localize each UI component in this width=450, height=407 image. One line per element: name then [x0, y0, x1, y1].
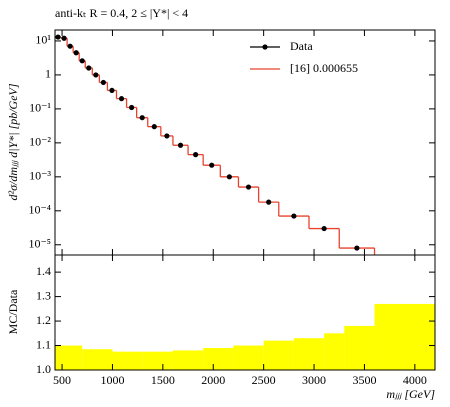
data-point: [79, 58, 85, 64]
ratio-band: [233, 345, 264, 370]
data-point: [321, 225, 327, 232]
data-point: [291, 213, 297, 219]
data-point: [209, 162, 215, 168]
ratio-band: [263, 340, 294, 370]
data-point: [266, 199, 272, 205]
data-point: [177, 142, 184, 148]
data-point: [100, 79, 106, 86]
data-point: [55, 34, 61, 40]
legend-marker: [262, 44, 268, 50]
x-tick-label: 3000: [302, 373, 326, 387]
y-tick-label: 10⁻⁴: [28, 203, 51, 217]
y-tick-label: 10⁻⁵: [28, 237, 51, 251]
ratio-band: [293, 338, 325, 370]
y-tick-label: 1: [45, 67, 51, 81]
data-point: [193, 152, 199, 158]
data-point: [61, 35, 67, 41]
ratio-band: [172, 350, 204, 370]
x-tick-label: 500: [53, 373, 71, 387]
data-point: [245, 184, 252, 190]
ratio-band: [344, 325, 375, 370]
ratio-band: [203, 347, 234, 370]
ratio-band: [82, 349, 113, 370]
ratio-band: [142, 351, 173, 370]
data-point: [118, 96, 125, 102]
x-axis-label: mⱼⱼⱼ [GeV]: [386, 387, 435, 401]
y-tick-label: 1.1: [36, 337, 51, 351]
x-tick-label: 3500: [352, 373, 376, 387]
y-tick-label: 10⁻¹: [29, 101, 51, 115]
data-point: [226, 174, 232, 180]
data-point: [164, 133, 170, 139]
data-point: [73, 50, 79, 56]
ratio-y-axis-label: MC/Data: [6, 289, 20, 334]
y-tick-label: 1.3: [36, 288, 51, 302]
ratio-band: [112, 351, 143, 370]
x-tick-label: 1500: [151, 373, 175, 387]
y-tick-label: 10⁻³: [29, 169, 51, 183]
x-tick-label: 1000: [100, 373, 124, 387]
ratio-band: [55, 345, 83, 370]
y-tick-label: 10¹: [35, 33, 51, 47]
plot-frame: [54, 254, 436, 371]
y-tick-label: 1.4: [36, 264, 51, 278]
chart-title: anti-kₜ R = 0.4, 2 ≤ |Y*| < 4: [55, 6, 188, 20]
data-point: [129, 104, 135, 111]
y-tick-label: 10⁻²: [29, 135, 51, 149]
x-tick-label: 2500: [252, 373, 276, 387]
data-point: [139, 115, 145, 121]
y-axis-label: d²σ/dmⱼⱼⱼ d|Y*| [pb/GeV]: [6, 83, 20, 200]
plot-frame: [54, 29, 436, 256]
data-point: [93, 72, 99, 78]
data-point: [86, 65, 92, 71]
data-point: [354, 245, 360, 251]
legend-label: [16] 0.000655: [290, 61, 358, 75]
data-point: [109, 87, 115, 94]
legend-label: Data: [290, 39, 313, 53]
data-point: [67, 43, 73, 49]
y-tick-label: 1.0: [36, 362, 51, 376]
x-tick-label: 4000: [403, 373, 427, 387]
ratio-band: [324, 333, 345, 370]
data-point: [151, 124, 157, 130]
ratio-band: [374, 303, 435, 370]
y-tick-label: 1.2: [36, 313, 51, 327]
x-tick-label: 2000: [201, 373, 225, 387]
